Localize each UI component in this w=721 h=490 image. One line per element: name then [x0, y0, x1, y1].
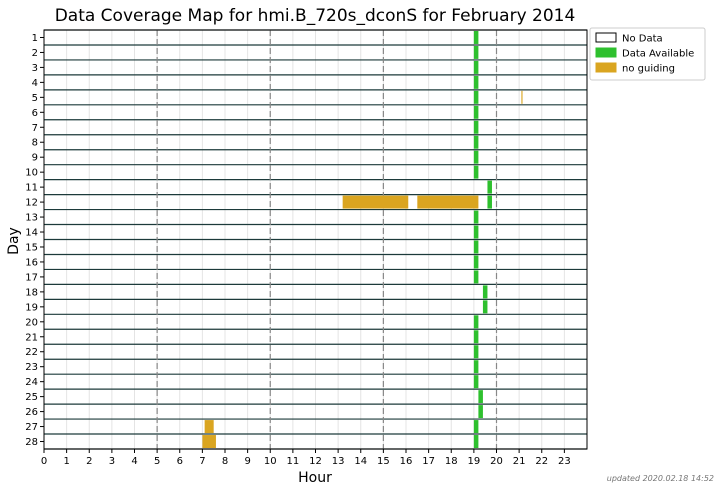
y-tick-label: 2	[32, 48, 38, 59]
data-available-bar	[478, 405, 483, 419]
data-available-bar	[473, 270, 479, 284]
x-tick-label: 16	[400, 456, 413, 467]
chart-title: Data Coverage Map for hmi.B_720s_dconS f…	[55, 6, 576, 26]
no-guiding-bar	[202, 435, 216, 448]
x-tick-label: 17	[422, 456, 435, 467]
y-tick-label: 6	[32, 108, 38, 119]
legend-box	[589, 27, 706, 81]
plot-area: 0 1 2 3 4 5 6 7 8 9 10 11 12 13 14 15 16 17 18 19 20 21 22 2312…	[25, 29, 588, 467]
y-tick-label: 13	[25, 213, 38, 224]
legend-swatch	[595, 47, 617, 58]
y-tick-label: 9	[32, 153, 38, 164]
x-tick-label: 13	[332, 456, 345, 467]
data-available-bar	[482, 300, 488, 314]
data-available-bar	[473, 75, 479, 89]
x-tick-label: 3	[109, 456, 115, 467]
legend-swatch	[595, 62, 617, 73]
x-tick-label: 6	[177, 456, 183, 467]
x-tick-label: 22	[535, 456, 548, 467]
y-tick-label: 3	[32, 63, 38, 74]
y-tick-label: 10	[25, 168, 38, 179]
y-tick-label: 1	[32, 33, 38, 44]
y-tick-label: 18	[25, 287, 38, 298]
y-tick-label: 7	[32, 123, 38, 134]
no-guiding-bar	[204, 420, 214, 434]
data-available-bar	[473, 31, 479, 44]
data-available-bar	[473, 375, 479, 389]
data-available-bar	[473, 60, 479, 74]
y-tick-label: 19	[25, 302, 38, 313]
x-tick-label: 20	[490, 456, 503, 467]
y-tick-label: 28	[25, 437, 38, 448]
data-available-bar	[473, 330, 479, 344]
y-tick-label: 12	[25, 198, 38, 209]
y-tick-label: 22	[25, 347, 38, 358]
y-tick-label: 5	[32, 93, 38, 104]
y-tick-label: 16	[25, 257, 38, 268]
data-available-bar	[487, 180, 492, 194]
y-tick-label: 8	[32, 138, 38, 149]
data-available-bar	[473, 240, 479, 254]
y-tick-label: 11	[25, 183, 38, 194]
data-available-bar	[473, 345, 479, 359]
x-tick-label: 10	[264, 456, 277, 467]
y-tick-label: 24	[25, 377, 38, 388]
legend-label: no guiding	[622, 64, 675, 75]
y-tick-label: 15	[25, 242, 38, 253]
no-guiding-bar	[521, 90, 523, 104]
data-available-bar	[473, 120, 479, 134]
y-tick-label: 27	[25, 422, 38, 433]
x-tick-label: 2	[86, 456, 92, 467]
data-available-bar	[473, 135, 479, 149]
data-available-bar	[473, 315, 479, 329]
legend-swatch	[595, 32, 617, 43]
x-tick-label: 5	[154, 456, 160, 467]
data-available-bar	[473, 45, 479, 59]
y-tick-label: 4	[32, 78, 38, 89]
y-tick-label: 25	[25, 392, 38, 403]
updated-footer: updated 2020.02.18 14:52	[607, 474, 714, 483]
data-available-bar	[482, 285, 488, 299]
legend-label: Data Available	[622, 49, 694, 60]
x-tick-label: 21	[513, 456, 526, 467]
legend-label: No Data	[622, 34, 663, 45]
data-available-bar	[473, 225, 479, 239]
y-tick-label: 26	[25, 407, 38, 418]
x-tick-label: 15	[377, 456, 390, 467]
data-available-bar	[487, 195, 492, 209]
data-available-bar	[478, 390, 483, 404]
y-tick-label: 21	[25, 332, 38, 343]
data-available-bar	[473, 165, 479, 179]
x-tick-label: 7	[199, 456, 205, 467]
x-tick-label: 19	[468, 456, 481, 467]
x-tick-label: 4	[131, 456, 137, 467]
y-tick-label: 17	[25, 272, 38, 283]
data-available-bar	[473, 105, 479, 119]
no-guiding-bar	[417, 195, 479, 209]
data-available-bar	[473, 435, 479, 448]
data-available-bar	[473, 420, 479, 434]
x-tick-label: 23	[558, 456, 571, 467]
x-tick-label: 12	[309, 456, 322, 467]
y-tick-label: 14	[25, 228, 38, 239]
x-tick-label: 1	[63, 456, 69, 467]
x-tick-label: 0	[41, 456, 47, 467]
x-tick-label: 18	[445, 456, 458, 467]
x-tick-label: 9	[244, 456, 250, 467]
data-available-bar	[473, 90, 479, 104]
x-tick-label: 14	[354, 456, 367, 467]
legend: No Data Data Available no guiding	[589, 27, 706, 81]
x-tick-label: 11	[287, 456, 300, 467]
y-tick-label: 20	[25, 317, 38, 328]
data-available-bar	[473, 150, 479, 164]
x-axis-label: Hour	[298, 470, 332, 486]
data-available-bar	[473, 210, 479, 224]
y-tick-label: 23	[25, 362, 38, 373]
data-available-bar	[473, 360, 479, 374]
no-guiding-bar	[342, 195, 409, 209]
y-axis-label: Day	[6, 227, 22, 255]
x-tick-label: 8	[222, 456, 228, 467]
data-available-bar	[473, 255, 479, 269]
